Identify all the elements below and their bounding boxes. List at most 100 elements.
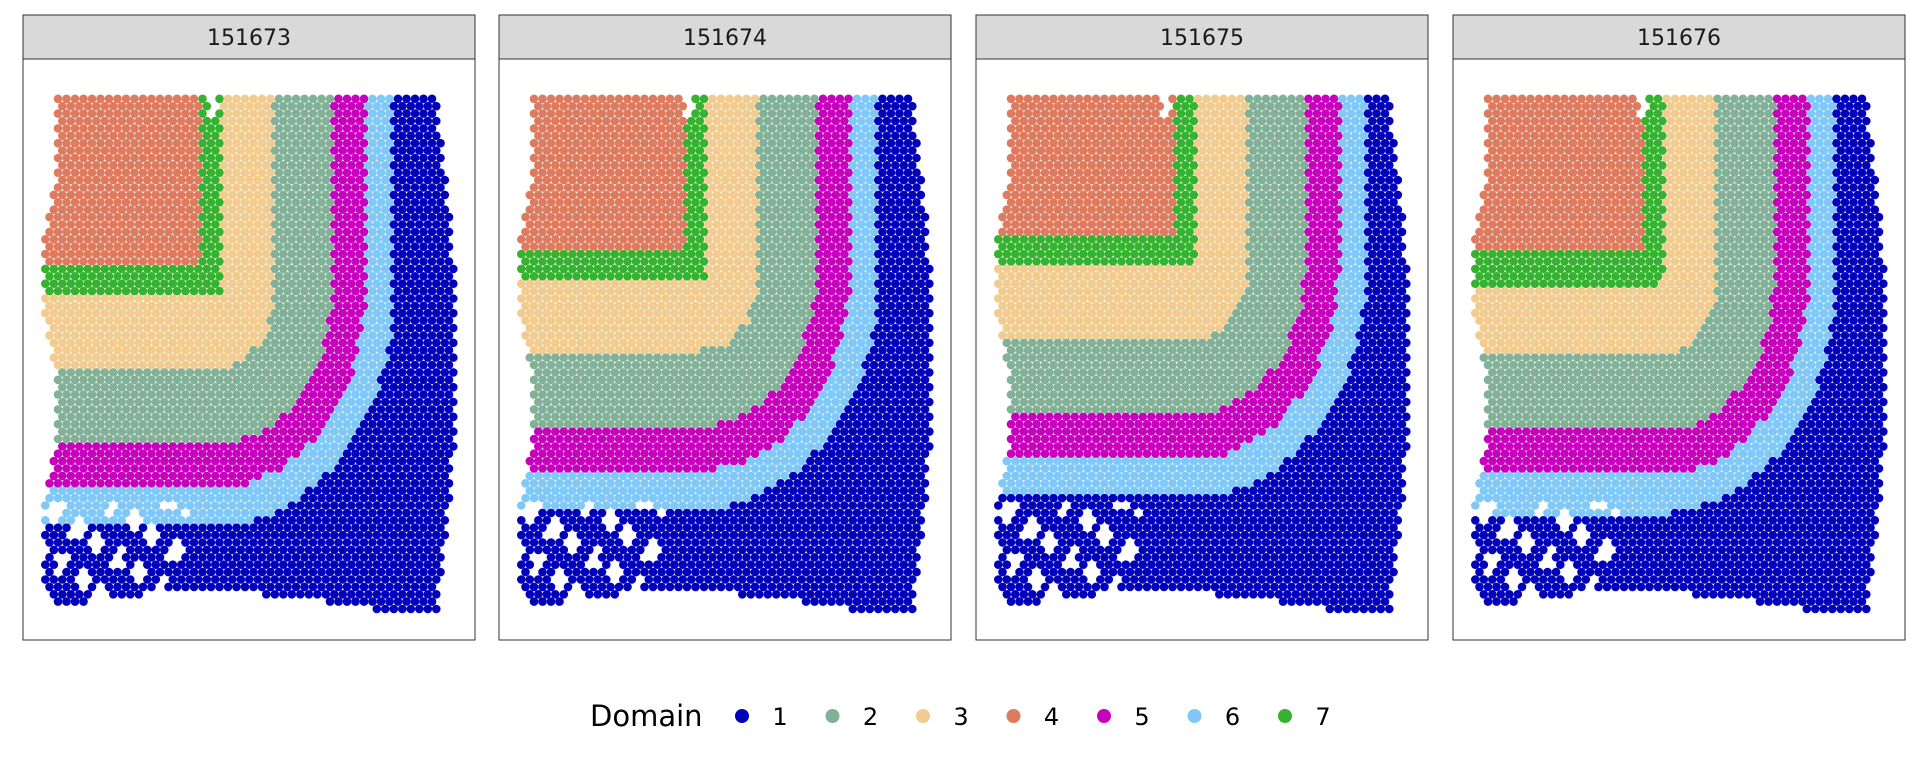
spot-domain-1 (912, 138, 921, 148)
spot-domain-2 (797, 131, 807, 141)
spot-domain-2 (274, 286, 284, 296)
spot-domain-4 (585, 190, 594, 200)
spot-domain-1 (410, 124, 420, 133)
spot-domain-1 (83, 560, 93, 569)
spot-domain-3 (712, 116, 722, 126)
spot-domain-4 (606, 138, 615, 148)
spot-domain-2 (789, 294, 798, 303)
spot-domain-3 (58, 294, 67, 303)
spot-domain-6 (300, 479, 309, 488)
spot-domain-6 (364, 146, 373, 155)
spot-domain-6 (865, 338, 875, 348)
spot-domain-5 (164, 464, 173, 473)
spot-domain-3 (716, 212, 726, 222)
spot-domain-3 (223, 316, 233, 325)
spot-domain-4 (555, 109, 564, 118)
spot-domain-2 (296, 294, 305, 303)
spot-domain-4 (168, 101, 178, 111)
spot-domain-1 (58, 590, 67, 599)
spot-domain-3 (219, 101, 229, 111)
spot-domain-1 (878, 257, 887, 266)
spot-domain-5 (117, 471, 127, 481)
spot-domain-3 (96, 301, 105, 311)
spot-domain-1 (432, 146, 441, 155)
spot-domain-7 (206, 198, 216, 207)
spot-domain-4 (113, 168, 122, 177)
spot-domain-5 (317, 360, 326, 370)
spot-domain-2 (750, 301, 760, 311)
spot-domain-1 (109, 530, 118, 540)
spot-domain-6 (168, 516, 178, 525)
spot-domain-4 (41, 235, 50, 244)
spot-domain-5 (138, 464, 148, 473)
spot-domain-2 (763, 264, 773, 274)
spot-domain-1 (891, 235, 900, 244)
spot-domain-3 (219, 308, 229, 318)
spot-domain-5 (831, 116, 841, 126)
spot-domain-1 (372, 412, 382, 422)
spot-domain-2 (291, 94, 301, 104)
spot-domain-5 (172, 449, 182, 459)
spot-domain-2 (806, 235, 815, 244)
spot-domain-2 (121, 434, 131, 444)
spot-domain-6 (232, 508, 241, 518)
spot-domain-5 (325, 360, 335, 370)
spot-domain-5 (321, 412, 331, 422)
spot-domain-4 (151, 131, 161, 141)
spot-domain-2 (742, 360, 751, 370)
spot-domain-2 (776, 301, 785, 311)
spot-domain-6 (126, 486, 135, 496)
spot-domain-3 (240, 286, 250, 296)
spot-domain-2 (810, 138, 819, 148)
spot-domain-1 (279, 590, 288, 599)
spot-domain-6 (143, 501, 152, 510)
spot-domain-1 (253, 545, 263, 555)
spot-domain-6 (287, 471, 297, 481)
spot-domain-3 (721, 338, 730, 348)
spot-domain-1 (436, 464, 445, 473)
spot-domain-6 (100, 501, 110, 510)
spot-domain-1 (415, 308, 424, 318)
spot-domain-1 (334, 582, 343, 592)
spot-domain-3 (223, 183, 233, 192)
spot-domain-2 (308, 124, 318, 133)
spot-domain-1 (164, 567, 173, 577)
spot-domain-1 (389, 382, 399, 392)
spot-domain-3 (96, 360, 105, 370)
spot-domain-1 (41, 575, 50, 584)
spot-domain-4 (602, 220, 611, 229)
spot-domain-3 (253, 220, 263, 229)
spot-domain-1 (912, 345, 921, 355)
spot-domain-1 (389, 486, 399, 496)
spot-domain-3 (665, 301, 675, 311)
spot-domain-6 (100, 516, 110, 525)
spot-domain-4 (87, 124, 97, 133)
spot-domain-5 (814, 101, 824, 111)
spot-domain-5 (844, 138, 853, 148)
spot-domain-7 (198, 257, 207, 266)
spot-domain-3 (542, 338, 552, 348)
spot-domain-2 (313, 249, 322, 259)
spot-domain-5 (138, 449, 148, 459)
spot-domain-3 (240, 331, 250, 340)
spot-domain-3 (653, 323, 662, 333)
spot-domain-3 (623, 331, 632, 340)
spot-domain-1 (164, 582, 173, 592)
spot-domain-2 (763, 338, 773, 348)
spot-domain-7 (160, 279, 169, 289)
spot-domain-1 (423, 530, 433, 540)
spot-domain-3 (534, 338, 543, 348)
spot-domain-2 (270, 368, 280, 377)
spot-domain-4 (109, 161, 118, 170)
spot-domain-1 (364, 456, 373, 466)
spot-domain-6 (376, 345, 386, 355)
spot-domain-6 (313, 456, 322, 466)
spot-domain-1 (325, 523, 335, 532)
spot-domain-1 (385, 449, 394, 459)
spot-domain-2 (801, 138, 811, 148)
spot-domain-1 (330, 545, 339, 555)
spot-domain-1 (419, 183, 428, 192)
spot-domain-2 (789, 264, 798, 274)
spot-domain-2 (185, 382, 195, 392)
spot-domain-3 (619, 308, 628, 318)
